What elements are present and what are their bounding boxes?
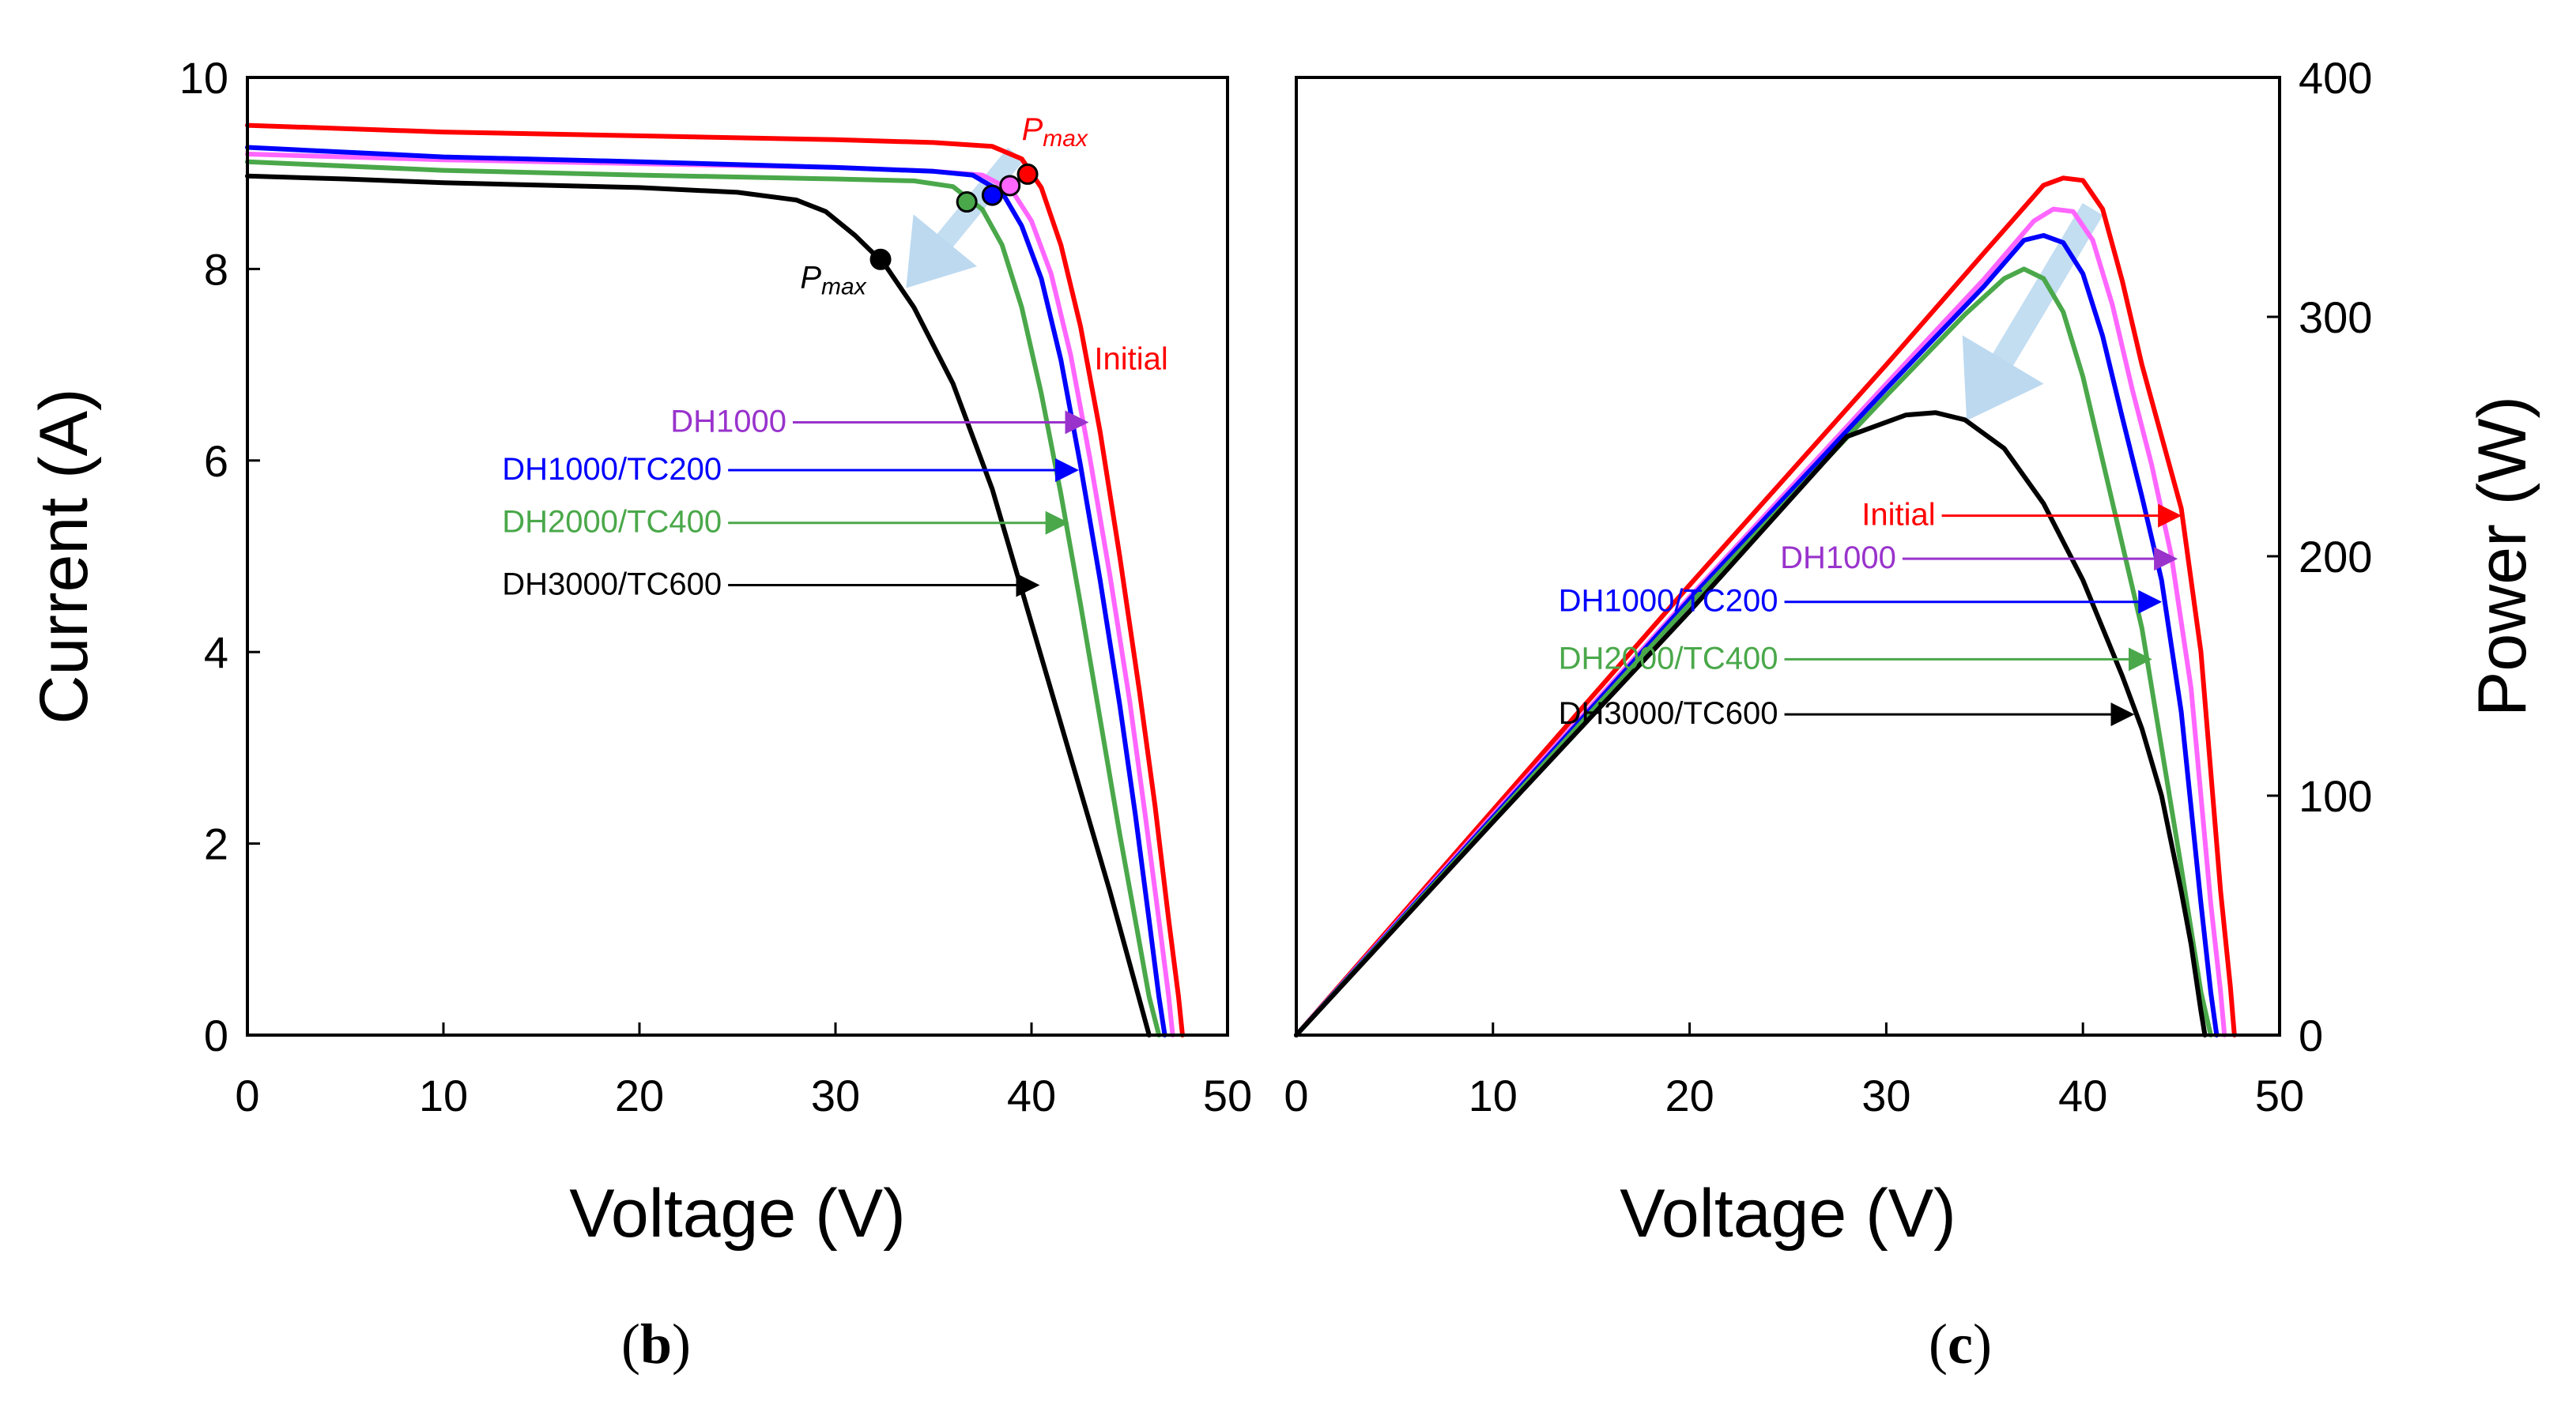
x-tick-label: 50 bbox=[2255, 1071, 2304, 1120]
x-tick-label: 10 bbox=[1469, 1071, 1518, 1120]
pv-curves bbox=[1294, 175, 2237, 1037]
y-axis-title: Current (A) bbox=[26, 388, 102, 724]
degradation-trend-arrow bbox=[1962, 202, 2103, 421]
x-tick-label: 10 bbox=[419, 1071, 468, 1120]
x-tick-labels: 0 10 20 30 40 50 bbox=[235, 1022, 1252, 1120]
y-tick-label: 100 bbox=[2299, 771, 2372, 821]
series-line-dh2000-tc400 bbox=[245, 159, 1162, 1037]
series-line-dh1000-tc200 bbox=[245, 145, 1167, 1037]
panel-label-open: ( bbox=[1929, 1312, 1948, 1376]
pmax-point-dh3000-tc600 bbox=[869, 248, 892, 270]
x-tick-labels: 0 10 20 30 40 50 bbox=[1284, 1022, 2304, 1120]
x-tick-label: 50 bbox=[1203, 1071, 1252, 1120]
panel-label-letter: c bbox=[1948, 1312, 1973, 1376]
series-line-dh3000-tc600 bbox=[245, 173, 1152, 1037]
pmax-point-dh2000-tc400 bbox=[956, 191, 978, 213]
x-tick-label: 0 bbox=[1284, 1071, 1308, 1120]
series-line-dh1000 bbox=[1294, 206, 2227, 1037]
panel-label-close: ) bbox=[672, 1312, 691, 1376]
y-tick-label: 0 bbox=[204, 1011, 228, 1060]
series-line-initial bbox=[1294, 175, 2237, 1037]
y-tick-labels: 0 100 200 300 400 bbox=[2267, 53, 2372, 1060]
y-tick-label: 400 bbox=[2299, 53, 2372, 103]
annotation-label-dh1000: DH1000 bbox=[670, 404, 786, 439]
y-tick-label: 2 bbox=[204, 819, 228, 869]
annotation-label-dh1000-tc200: DH1000/TC200 bbox=[502, 452, 722, 487]
panel-label-open: ( bbox=[621, 1312, 640, 1376]
x-tick-label: 20 bbox=[1665, 1071, 1714, 1120]
annotation-label-dh3000-tc600: DH3000/TC600 bbox=[502, 567, 722, 601]
annotation-label-initial: Initial bbox=[1861, 498, 1935, 533]
current-voltage-panel: 0 10 20 30 40 50 0 2 4 6 8 10 Pmax Pmax Initial DH100… bbox=[26, 53, 1252, 1376]
x-axis-title: Voltage (V) bbox=[1620, 1176, 1956, 1252]
panel-label-close: ) bbox=[1973, 1312, 1992, 1376]
panel-label: (b) bbox=[621, 1312, 691, 1376]
y-tick-label: 300 bbox=[2299, 292, 2372, 342]
trend-arrow bbox=[1962, 202, 2103, 421]
plot-frame bbox=[246, 76, 1229, 1037]
panel-label-letter: b bbox=[640, 1312, 672, 1376]
annotation-label-dh3000-tc600: DH3000/TC600 bbox=[1559, 696, 1778, 731]
y-tick-label: 6 bbox=[204, 436, 228, 486]
x-tick-label: 0 bbox=[235, 1071, 259, 1120]
series-line-dh3000-tc600 bbox=[1294, 410, 2208, 1037]
pmax-markers bbox=[869, 163, 1039, 270]
annotation-label-initial: Initial bbox=[1094, 342, 1167, 377]
panel-label: (c) bbox=[1929, 1312, 1992, 1376]
y-tick-label: 4 bbox=[204, 627, 228, 677]
annotation-label-dh1000: DH1000 bbox=[1780, 540, 1896, 575]
series-annotations: Pmax Pmax Initial DH1000 DH1000/TC200 DH2000/… bbox=[502, 112, 1168, 602]
x-tick-label: 20 bbox=[615, 1071, 664, 1120]
pmax-point-initial bbox=[1016, 163, 1039, 185]
annotation-label-dh2000-tc400: DH2000/TC400 bbox=[1559, 641, 1778, 676]
y-tick-labels: 0 2 4 6 8 10 bbox=[179, 53, 260, 1060]
y-tick-label: 200 bbox=[2299, 532, 2372, 582]
pmax-point-dh1000-tc200 bbox=[981, 184, 1003, 206]
series-line-dh1000-tc200 bbox=[1294, 233, 2220, 1037]
y-tick-label: 0 bbox=[2299, 1011, 2323, 1060]
x-tick-label: 30 bbox=[1861, 1071, 1910, 1120]
x-axis-title: Voltage (V) bbox=[569, 1176, 905, 1252]
pmax-point-dh1000 bbox=[999, 175, 1021, 197]
x-tick-label: 30 bbox=[811, 1071, 860, 1120]
pmax-label: Pmax bbox=[800, 261, 866, 300]
annotation-label-dh1000-tc200: DH1000/TC200 bbox=[1559, 584, 1778, 619]
y-tick-label: 10 bbox=[179, 53, 228, 103]
x-tick-label: 40 bbox=[1007, 1071, 1056, 1120]
pmax-label: Pmax bbox=[1022, 112, 1088, 152]
y-tick-label: 8 bbox=[204, 244, 228, 294]
annotation-label-dh2000-tc400: DH2000/TC400 bbox=[502, 505, 722, 540]
series-line-initial bbox=[245, 122, 1185, 1037]
y-axis-title: Power (W) bbox=[2465, 396, 2540, 717]
x-tick-label: 40 bbox=[2058, 1071, 2107, 1120]
